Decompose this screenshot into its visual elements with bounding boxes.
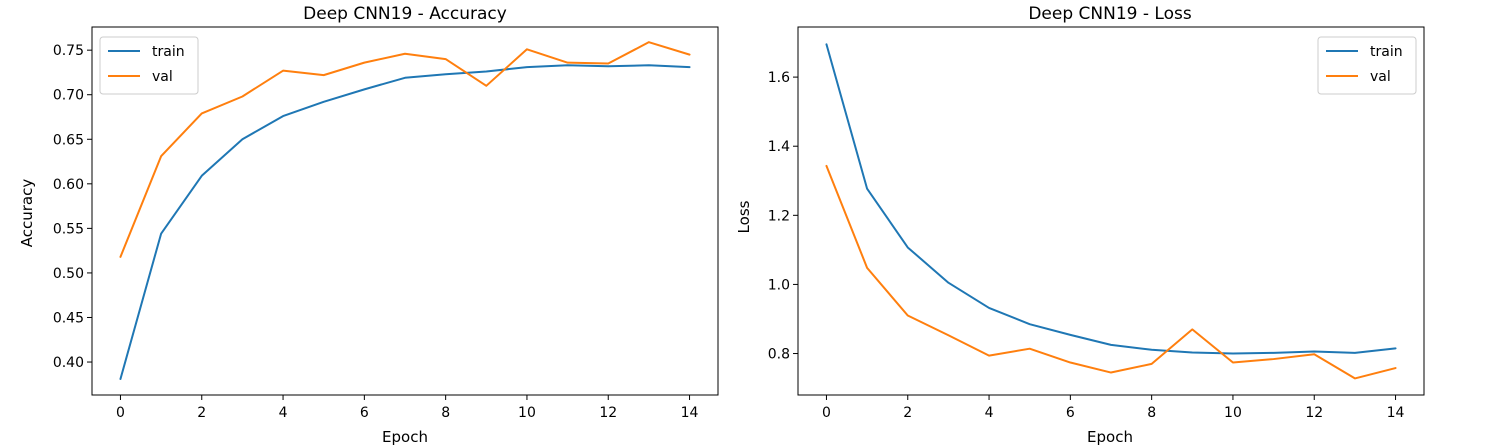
accuracy-legend-label-train: train: [152, 44, 185, 60]
accuracy-y-tick-label: 0.50: [53, 266, 84, 282]
accuracy-x-tick-label: 10: [518, 405, 536, 421]
loss-y-tick-label: 1.2: [768, 208, 790, 224]
accuracy-x-axis-label: Epoch: [382, 428, 428, 446]
accuracy-legend: train val: [99, 36, 199, 95]
accuracy-x-tick-label: 12: [599, 405, 617, 421]
loss-x-tick-label: 6: [1066, 405, 1075, 421]
accuracy-x-tick-label: 8: [441, 405, 450, 421]
loss-legend-label-train: train: [1370, 44, 1403, 60]
loss-y-tick-label: 1.4: [768, 139, 790, 155]
accuracy-series-train-line: [119, 64, 691, 380]
accuracy-x-tick-label: 2: [197, 405, 206, 421]
accuracy-chart-title: Deep CNN19 - Accuracy: [303, 4, 507, 24]
loss-legend: train val: [1317, 36, 1417, 95]
loss-x-tick-label: 12: [1305, 405, 1323, 421]
accuracy-y-tick-label: 0.70: [53, 88, 84, 104]
loss-plot-area: 0 2 4 6 8 10 12 14 0.8 1.0 1.2 1.4 1.6 train val: [768, 26, 1425, 421]
accuracy-y-tick-label: 0.75: [53, 43, 84, 59]
loss-y-tick-label: 0.8: [768, 347, 790, 363]
accuracy-y-tick-label: 0.40: [53, 355, 84, 371]
accuracy-x-tick-label: 14: [681, 405, 699, 421]
loss-y-tick-label: 1.0: [768, 277, 790, 293]
loss-axes-frame: [797, 26, 1425, 396]
accuracy-y-tick-label: 0.60: [53, 177, 84, 193]
loss-x-tick-label: 14: [1387, 405, 1405, 421]
loss-x-tick-label: 4: [985, 405, 994, 421]
accuracy-y-tick-label: 0.65: [53, 132, 84, 148]
loss-x-tick-label: 0: [822, 405, 831, 421]
accuracy-chart: Deep CNN19 - Accuracy Epoch Accuracy 0 2 4…: [18, 4, 719, 446]
accuracy-x-tick-label: 4: [279, 405, 288, 421]
accuracy-legend-label-val: val: [152, 69, 173, 85]
accuracy-plot-area: 0 2 4 6 8 10 12 14 0.40 0.45 0.50 0.55 0.60 0.65 0.70 0…: [53, 26, 719, 421]
loss-legend-label-val: val: [1370, 69, 1391, 85]
accuracy-y-axis-label: Accuracy: [18, 179, 36, 248]
loss-series-train-line: [825, 43, 1397, 355]
loss-series-val-line: [825, 164, 1397, 380]
accuracy-series-val-line: [119, 41, 691, 258]
accuracy-x-tick-label: 0: [116, 405, 125, 421]
loss-x-tick-label: 8: [1147, 405, 1156, 421]
loss-x-tick-label: 10: [1224, 405, 1242, 421]
accuracy-x-tick-label: 6: [360, 405, 369, 421]
loss-x-tick-label: 2: [903, 405, 912, 421]
loss-y-tick-label: 1.6: [768, 70, 790, 86]
accuracy-axes-frame: [91, 26, 719, 396]
loss-x-axis-label: Epoch: [1087, 428, 1133, 446]
loss-chart-title: Deep CNN19 - Loss: [1028, 4, 1192, 24]
accuracy-y-tick-label: 0.45: [53, 310, 84, 326]
accuracy-y-tick-label: 0.55: [53, 221, 84, 237]
loss-y-axis-label: Loss: [735, 200, 753, 233]
loss-chart: Deep CNN19 - Loss Epoch Loss 0 2 4 6 8 10 12 14…: [735, 4, 1425, 446]
